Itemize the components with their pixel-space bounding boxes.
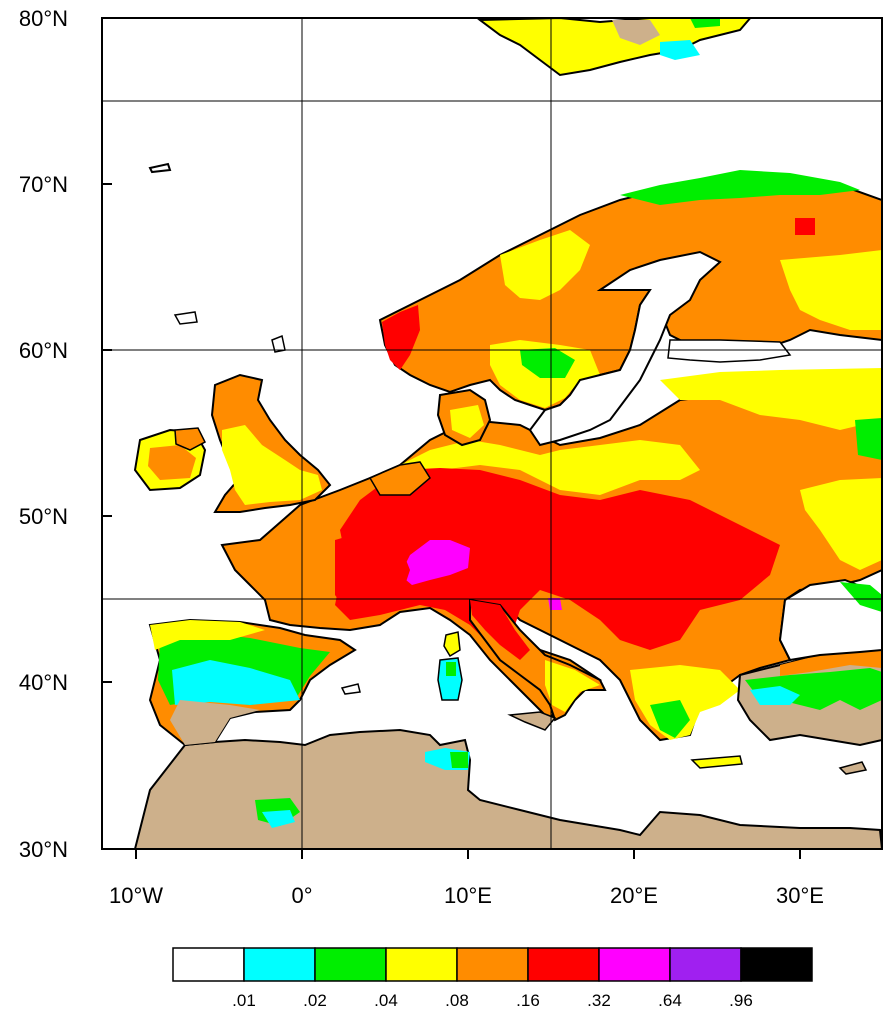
colorbar-swatch <box>740 947 813 982</box>
lon-label-20e: 20°E <box>610 883 658 908</box>
lon-label-10e: 10°E <box>444 883 492 908</box>
faroe-islands <box>173 311 198 325</box>
colorbar-swatch <box>669 947 742 982</box>
latitude-labels: 80°N 70°N 60°N 50°N 40°N 30°N <box>19 6 68 862</box>
northern-ireland-land <box>174 427 206 451</box>
colorbar-label: .08 <box>445 991 469 1010</box>
iberia-yellow-north <box>150 620 265 650</box>
svalbard-dry <box>612 20 660 45</box>
colorbar-swatch <box>598 947 671 982</box>
swiss-alps-magenta-zone <box>400 540 470 585</box>
tunisia-green-patch <box>450 752 468 768</box>
map-plot-area <box>102 18 882 849</box>
italy-red-zone <box>470 600 530 660</box>
cyprus-land <box>838 761 868 775</box>
lat-label-40n: 40°N <box>19 670 68 695</box>
gulf-of-finland <box>667 339 792 363</box>
colorbar: .01 .02 .04 .08 .16 .32 .64 .96 <box>172 947 813 1010</box>
lat-label-30n: 30°N <box>19 837 68 862</box>
finland-yellow-zone <box>780 250 882 330</box>
iberia-dry-south <box>170 700 260 745</box>
colorbar-label: .01 <box>232 991 256 1010</box>
crete-land <box>690 755 743 769</box>
lon-label-10w: 10°W <box>109 883 163 908</box>
baltic-sea <box>528 250 722 447</box>
graticule <box>102 18 882 849</box>
italy-yellow-south <box>545 660 600 712</box>
great-britain-yellow <box>222 425 322 505</box>
colorbar-label: .96 <box>729 991 753 1010</box>
lon-label-30e: 30°E <box>776 883 824 908</box>
latitude-ticks <box>102 17 112 850</box>
iberia-cyan-zone <box>172 660 300 705</box>
lat-label-60n: 60°N <box>19 338 68 363</box>
lat-label-70n: 70°N <box>19 172 68 197</box>
east-green-patch <box>855 418 882 460</box>
balearic-islands <box>340 683 361 695</box>
colorbar-swatch <box>243 947 316 982</box>
svalbard-green <box>690 18 720 28</box>
denmark-yellow <box>450 405 484 438</box>
colorbar-swatch <box>456 947 529 982</box>
colorbar-swatch <box>527 947 600 982</box>
colorbar-label: .32 <box>587 991 611 1010</box>
black-sea-coast-green <box>840 582 882 612</box>
svalbard-cyan <box>660 40 700 60</box>
finland-red-spot <box>795 218 815 235</box>
iceland-fragment <box>148 162 172 174</box>
longitude-ticks <box>135 849 801 859</box>
france-red-zone <box>335 530 410 615</box>
north-africa-cyan-patch <box>262 810 295 828</box>
colorbar-label: .16 <box>516 991 540 1010</box>
ukraine-yellow-zone <box>800 478 882 570</box>
colorbar-label: .04 <box>374 991 398 1010</box>
north-africa-land <box>133 728 882 849</box>
north-cape-green <box>620 170 860 205</box>
turkey-cyan-zone <box>750 686 800 705</box>
baltic-states-yellow <box>660 368 882 430</box>
lon-label-0: 0° <box>291 883 312 908</box>
ireland-orange <box>148 445 196 480</box>
lat-label-80n: 80°N <box>19 6 68 31</box>
map-frame <box>101 17 883 850</box>
scandinavia-yellow-mountains <box>500 230 590 300</box>
colorbar-label: .02 <box>303 991 327 1010</box>
sweden-green-patch <box>520 348 575 378</box>
sicily-land <box>507 711 557 731</box>
corsica-land <box>443 631 461 658</box>
benelux-land <box>368 461 431 496</box>
lat-label-50n: 50°N <box>19 504 68 529</box>
croatia-magenta-spot <box>548 598 562 610</box>
greece-green-zone <box>650 700 690 738</box>
alps-red-zone <box>335 468 780 680</box>
colorbar-swatch <box>385 947 458 982</box>
colorbar-swatch <box>172 947 245 982</box>
north-germany-yellow-zone <box>400 440 700 495</box>
turkey-orange-coast <box>780 650 882 676</box>
colorbar-label: .64 <box>658 991 682 1010</box>
norway-red-coast <box>382 305 420 370</box>
longitude-labels: 10°W 0° 10°E 20°E 30°E <box>109 883 824 908</box>
colorbar-swatch <box>314 947 387 982</box>
sardinia-green <box>446 662 456 676</box>
